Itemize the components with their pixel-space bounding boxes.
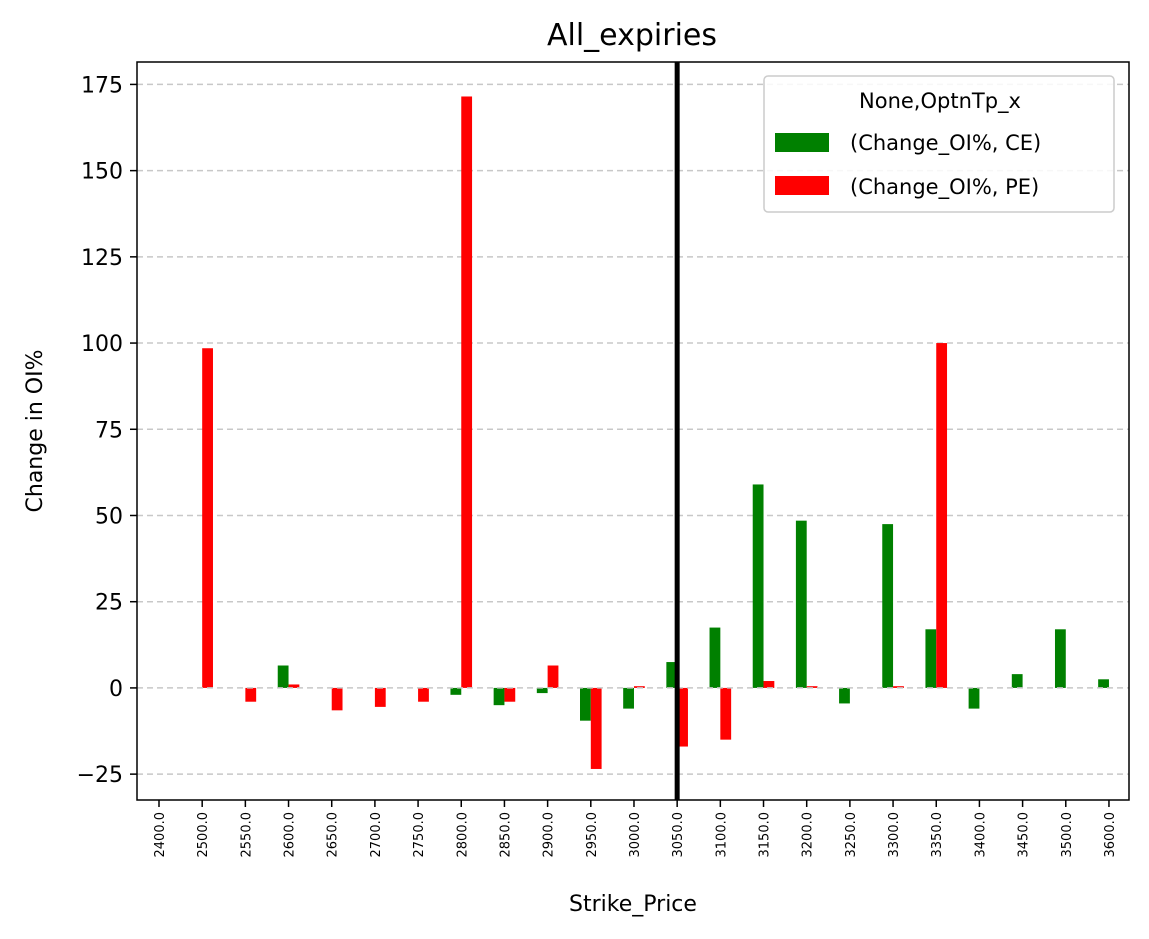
legend-label-pe: (Change_OI%, PE) <box>850 175 1039 200</box>
y-tick-label: 25 <box>95 591 123 616</box>
legend-box <box>763 75 1115 213</box>
x-tick-label: 3400.0 <box>973 812 988 858</box>
bar-pe-2950.0 <box>590 687 602 769</box>
y-tick-label: 0 <box>109 677 123 702</box>
bar-pe-3100.0 <box>720 687 732 740</box>
y-axis-label: Change in OI% <box>23 350 48 513</box>
bar-pe-2550.0 <box>245 687 257 702</box>
bar-ce-3600.0 <box>1098 679 1109 688</box>
y-tick-label: 175 <box>81 73 123 98</box>
bar-pe-2600.0 <box>288 684 300 688</box>
x-axis: 2400.0 2500.0 2550.0 2600.0 2650.0 2700.0 2750… <box>153 800 1118 858</box>
bar-pe-2500.0 <box>202 348 213 688</box>
legend: None,OptnTp_x (Change_OI%, CE) (Change_O… <box>763 75 1115 213</box>
bar-ce-3450.0 <box>1011 674 1023 688</box>
x-tick-label: 2500.0 <box>196 812 211 858</box>
y-tick-label: −25 <box>77 763 123 788</box>
bar-ce-3400.0 <box>968 687 980 709</box>
bar-pe-2800.0 <box>461 96 473 688</box>
x-tick-label: 3500.0 <box>1060 812 1075 858</box>
bar-ce-2800.0 <box>450 687 462 695</box>
bar-pe-3000.0 <box>633 686 645 688</box>
bar-ce-3500.0 <box>1054 629 1066 688</box>
bar-pe-2650.0 <box>331 687 343 711</box>
legend-label-ce: (Change_OI%, CE) <box>850 131 1041 156</box>
bar-ce-2950.0 <box>580 687 591 721</box>
bar-ce-2850.0 <box>493 687 505 706</box>
x-tick-label: 2900.0 <box>542 812 557 858</box>
x-tick-label: 3050.0 <box>671 812 686 858</box>
bar-pe-3300.0 <box>893 686 904 688</box>
y-tick-label: 150 <box>81 160 123 185</box>
bar-ce-3000.0 <box>623 687 634 709</box>
x-tick-label: 2650.0 <box>326 812 341 858</box>
bar-pe-2900.0 <box>547 665 559 688</box>
x-tick-label: 2750.0 <box>412 812 427 858</box>
bar-ce-3200.0 <box>795 520 807 688</box>
bars <box>202 96 1109 769</box>
bar-ce-3100.0 <box>709 627 721 688</box>
x-tick-label: 3100.0 <box>714 812 729 858</box>
bar-pe-2850.0 <box>504 687 516 702</box>
y-axis: −25 0 25 50 75 100 125 150 175 <box>77 73 137 788</box>
x-tick-label: 2550.0 <box>239 812 254 858</box>
y-tick-label: 75 <box>95 418 123 443</box>
bar-pe-3200.0 <box>806 686 818 688</box>
y-tick-label: 100 <box>81 332 123 357</box>
chart-title: All_expiries <box>547 18 717 53</box>
bar-pe-3050.0 <box>677 687 688 747</box>
bar-ce-2900.0 <box>536 687 548 694</box>
bar-pe-3150.0 <box>763 681 775 688</box>
x-tick-label: 3250.0 <box>844 812 859 858</box>
x-tick-label: 3000.0 <box>628 812 643 858</box>
legend-swatch-pe <box>775 176 829 195</box>
x-axis-label: Strike_Price <box>569 892 697 917</box>
bar-ce-3350.0 <box>925 629 937 688</box>
bar-ce-3250.0 <box>839 687 850 704</box>
bar-pe-2750.0 <box>418 687 429 702</box>
x-tick-label: 3300.0 <box>887 812 902 858</box>
bar-ce-3300.0 <box>882 524 894 688</box>
x-tick-label: 2850.0 <box>498 812 513 858</box>
bar-ce-2600.0 <box>277 665 289 688</box>
x-tick-label: 3350.0 <box>930 812 945 858</box>
legend-title: None,OptnTp_x <box>859 89 1021 114</box>
bar-pe-3350.0 <box>936 343 948 688</box>
gridlines <box>137 83 1129 775</box>
x-tick-label: 2950.0 <box>585 812 600 858</box>
x-tick-label: 2800.0 <box>455 812 470 858</box>
x-tick-label: 3150.0 <box>758 812 773 858</box>
y-tick-label: 125 <box>81 246 123 271</box>
plot-frame <box>136 61 1130 801</box>
bar-ce-3050.0 <box>666 662 678 688</box>
x-tick-label: 3450.0 <box>1017 812 1032 858</box>
x-tick-label: 3200.0 <box>801 812 816 858</box>
bar-ce-3150.0 <box>752 484 764 688</box>
x-tick-label: 2600.0 <box>283 812 298 858</box>
x-tick-label: 2400.0 <box>153 812 168 858</box>
x-tick-label: 2700.0 <box>369 812 384 858</box>
bar-pe-2700.0 <box>374 687 386 707</box>
legend-swatch-ce <box>775 133 829 152</box>
y-tick-label: 50 <box>95 504 123 529</box>
x-tick-label: 3600.0 <box>1103 812 1118 858</box>
